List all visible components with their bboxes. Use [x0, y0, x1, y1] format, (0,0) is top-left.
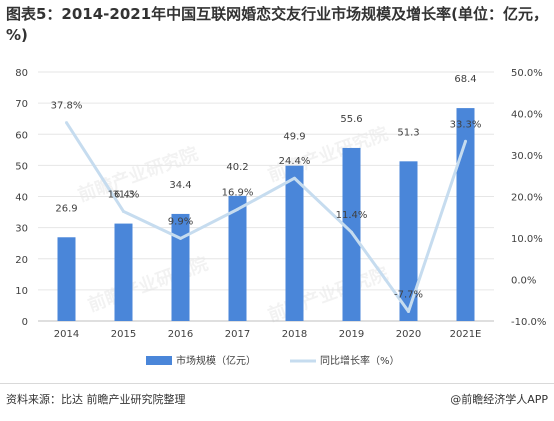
y-left-tick-label: 20: [15, 255, 28, 266]
bar: [228, 195, 247, 321]
watermark-text: 前瞻产业研究院: [85, 252, 211, 316]
line-value-label: 16.9%: [222, 187, 254, 198]
y-left-tick-label: 30: [15, 224, 28, 235]
x-tick-label: 2021E: [450, 329, 482, 340]
y-right-tick-label: 40.0%: [511, 110, 543, 121]
y-left-tick-label: 0: [22, 317, 28, 328]
y-right-tick-label: 30.0%: [511, 151, 543, 162]
bar: [171, 213, 190, 321]
x-tick-label: 2020: [396, 329, 421, 340]
bar-value-label: 26.9: [55, 203, 77, 214]
y-right-tick-label: 0.0%: [511, 276, 536, 287]
x-tick-label: 2018: [282, 329, 307, 340]
line-point: [293, 176, 296, 180]
line-value-label: 16.4%: [108, 189, 140, 200]
chart-title: 图表5：2014-2021年中国互联网婚恋交友行业市场规模及增长率(单位：亿元，…: [6, 5, 549, 44]
y-right-tick-label: -10.0%: [511, 317, 546, 328]
bar-value-label: 55.6: [340, 114, 362, 125]
x-tick-label: 2014: [54, 329, 79, 340]
bar: [399, 161, 418, 321]
y-right-tick-label: 10.0%: [511, 234, 543, 245]
line-point: [464, 139, 467, 143]
y-left-tick-label: 60: [15, 130, 28, 141]
y-left-tick-label: 80: [15, 68, 28, 79]
publisher-credit: @前瞻经济学人APP: [450, 393, 548, 406]
bar-value-label: 31.3: [112, 190, 134, 201]
line-value-label: 33.3%: [450, 119, 482, 130]
y-right-tick-label: 50.0%: [511, 68, 543, 79]
y-right-tick-label: 20.0%: [511, 193, 543, 204]
x-tick-label: 2015: [111, 329, 136, 340]
footer-divider: [0, 383, 554, 384]
line-value-label: 37.8%: [51, 101, 83, 112]
growth-rate-line: [65, 121, 467, 313]
legend-bar-swatch: [146, 356, 172, 365]
line-point: [122, 209, 125, 213]
line-point: [407, 309, 410, 313]
y-left-tick-label: 10: [15, 286, 28, 297]
legend-line-label: 同比增长率（%）: [320, 354, 400, 367]
x-tick-label: 2016: [168, 329, 193, 340]
line-value-label: 24.4%: [279, 156, 311, 167]
line-value-label: 11.4%: [336, 210, 368, 221]
watermark-text: 前瞻产业研究院: [265, 262, 391, 326]
bar: [456, 108, 475, 321]
line-point: [350, 230, 353, 234]
x-tick-label: 2017: [225, 329, 250, 340]
bar-value-label: 49.9: [283, 132, 305, 143]
line-value-label: -7.7%: [394, 289, 423, 300]
y-left-tick-label: 40: [15, 193, 28, 204]
bar: [285, 165, 304, 321]
chart-area: 前瞻产业研究院 前瞻产业研究院 前瞻产业研究院 前瞻产业研究院 0 10 20 30 40 50 6…: [0, 52, 554, 382]
line-point: [236, 207, 239, 211]
line-point: [65, 121, 68, 125]
y-left-tick-label: 70: [15, 99, 28, 110]
line-value-label: 9.9%: [168, 216, 193, 227]
bar-value-label: 40.2: [226, 162, 248, 173]
source-note: 资料来源：比达 前瞻产业研究院整理: [6, 393, 186, 406]
legend-bar-label: 市场规模（亿元）: [176, 354, 256, 367]
y-left-tick-label: 50: [15, 161, 28, 172]
bar-value-label: 68.4: [454, 74, 476, 85]
line-point: [179, 236, 182, 240]
bar-value-label: 51.3: [397, 127, 419, 138]
bar: [57, 237, 76, 321]
bar-value-label: 34.4: [169, 180, 191, 191]
bar: [114, 223, 133, 321]
x-tick-label: 2019: [339, 329, 364, 340]
